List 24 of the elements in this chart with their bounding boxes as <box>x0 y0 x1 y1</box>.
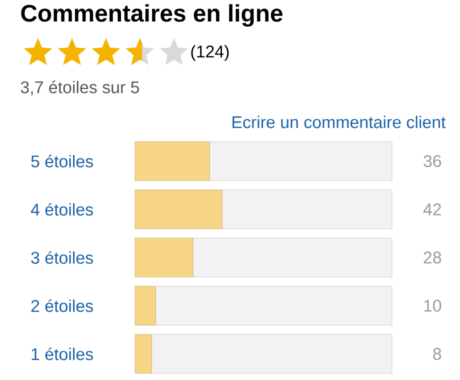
bar <box>209 141 392 181</box>
bar <box>134 286 156 326</box>
bar <box>134 238 194 278</box>
text: Ecrire un commentaire client <box>232 116 446 128</box>
bar <box>192 238 392 278</box>
bar <box>134 334 152 374</box>
data-label: 8 <box>433 348 442 360</box>
chart-subtitle: 3,7 étoiles sur 5 <box>20 80 140 96</box>
chart-title: Commentaires en ligne <box>21 4 282 27</box>
data-label: 42 <box>423 203 441 216</box>
data-label: 10 <box>424 300 442 312</box>
data-label: 28 <box>424 252 442 264</box>
bar <box>134 190 222 230</box>
text: (124) <box>191 45 229 61</box>
bar <box>134 141 210 181</box>
bar <box>156 286 392 326</box>
y-tick-label: 3 étoiles <box>31 251 93 264</box>
y-tick-label: 4 étoiles <box>30 202 93 216</box>
bar <box>222 190 392 230</box>
y-tick-label: 2 étoiles <box>31 299 93 312</box>
y-tick-label: 1 étoiles <box>32 348 93 360</box>
y-tick-label: 5 étoiles <box>31 154 93 168</box>
bar <box>151 334 392 374</box>
data-label: 36 <box>424 155 442 168</box>
